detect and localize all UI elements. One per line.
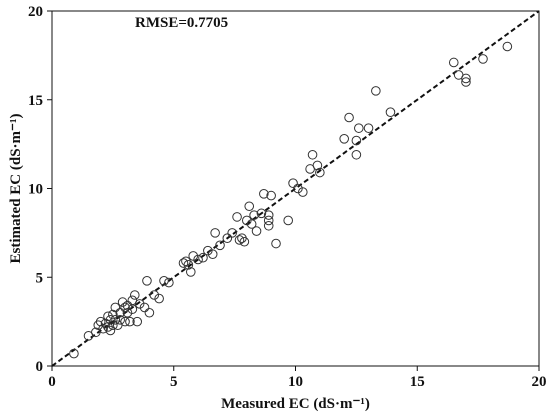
data-point (232, 212, 242, 222)
data-point (164, 277, 174, 288)
data-point (363, 123, 374, 133)
y-tick-label: 10 (28, 182, 43, 198)
x-tick-label: 15 (410, 374, 425, 390)
data-point (293, 183, 303, 194)
data-point (344, 112, 354, 123)
data-point (149, 290, 160, 300)
data-point (193, 254, 203, 265)
data-point (371, 86, 381, 96)
data-point (125, 316, 135, 327)
data-point (188, 251, 199, 261)
data-point (203, 245, 213, 256)
data-point (122, 307, 133, 318)
y-tick-label: 20 (28, 4, 43, 20)
data-point (98, 323, 108, 334)
data-point (266, 190, 276, 201)
data-point (105, 315, 116, 325)
data-point (108, 320, 118, 330)
data-point (339, 134, 350, 144)
data-point (478, 54, 488, 64)
data-point (259, 189, 269, 199)
data-point (222, 233, 233, 243)
data-point (351, 149, 362, 160)
data-point (448, 57, 459, 68)
x-tick-label: 5 (170, 374, 178, 390)
data-point (351, 135, 362, 146)
y-tick-label: 0 (36, 359, 44, 375)
data-point (298, 187, 308, 197)
data-point (239, 236, 250, 247)
data-point (246, 219, 257, 229)
data-point (227, 228, 237, 238)
data-point (95, 316, 106, 327)
data-point (461, 73, 471, 84)
data-point (115, 315, 125, 325)
data-point (385, 107, 396, 117)
data-point (210, 228, 220, 238)
data-point (120, 316, 130, 327)
data-point (159, 276, 169, 286)
data-point (183, 260, 194, 270)
data-point (120, 302, 130, 313)
axis-ticks (47, 10, 540, 371)
data-point (139, 302, 150, 313)
data-point (115, 307, 125, 318)
x-tick-label: 20 (532, 374, 547, 390)
data-point (108, 309, 118, 320)
data-point (122, 300, 133, 311)
data-point (502, 41, 513, 52)
data-point (132, 316, 143, 327)
data-point (263, 210, 274, 220)
data-point (283, 215, 293, 226)
data-point (178, 258, 189, 268)
data-point (354, 123, 364, 133)
data-point (307, 149, 318, 160)
data-point (207, 249, 218, 259)
data-point (312, 160, 323, 171)
rmse-annotation: RMSE=0.7705 (135, 15, 228, 31)
data-point (144, 307, 155, 318)
data-point (234, 235, 245, 245)
data-point (134, 299, 145, 309)
x-axis-title: Measured EC (dS·m⁻¹) (221, 396, 370, 412)
data-point (185, 267, 196, 277)
data-point (110, 315, 121, 325)
data-point (127, 304, 138, 315)
data-points (69, 41, 513, 359)
data-point (288, 178, 298, 188)
data-point (242, 215, 252, 226)
axis-tick-labels: 0 5 10 15 20 0 5 10 15 20 (28, 4, 547, 390)
data-point (142, 276, 152, 286)
data-point (244, 201, 255, 212)
data-point (117, 297, 128, 307)
data-point (215, 240, 225, 251)
data-point (263, 215, 274, 226)
y-axis-title: Estimated EC (dS·m⁻¹) (8, 114, 24, 264)
data-point (263, 220, 274, 231)
data-point (110, 302, 121, 313)
x-tick-label: 0 (48, 374, 56, 390)
x-tick-label: 10 (288, 374, 303, 390)
data-point (251, 226, 262, 236)
y-tick-label: 5 (36, 270, 44, 286)
data-point (271, 238, 281, 249)
y-tick-label: 15 (28, 93, 43, 109)
data-point (105, 325, 116, 336)
data-point (154, 293, 164, 304)
data-point (249, 210, 259, 220)
data-point (315, 167, 325, 178)
data-point (69, 348, 79, 359)
identity-reference-line (51, 10, 540, 367)
data-point (198, 252, 208, 263)
data-point (461, 77, 471, 87)
data-point (256, 208, 267, 219)
data-point (129, 290, 140, 300)
